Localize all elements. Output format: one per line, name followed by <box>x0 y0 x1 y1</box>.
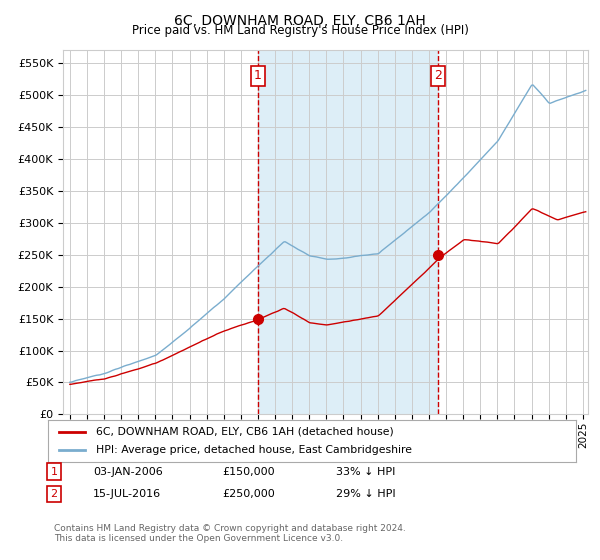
Text: 2: 2 <box>50 489 58 499</box>
Text: £250,000: £250,000 <box>222 489 275 499</box>
Text: 2: 2 <box>434 69 442 82</box>
Text: 1: 1 <box>254 69 262 82</box>
Text: Price paid vs. HM Land Registry's House Price Index (HPI): Price paid vs. HM Land Registry's House … <box>131 24 469 37</box>
Text: Contains HM Land Registry data © Crown copyright and database right 2024.
This d: Contains HM Land Registry data © Crown c… <box>54 524 406 543</box>
Text: 6C, DOWNHAM ROAD, ELY, CB6 1AH: 6C, DOWNHAM ROAD, ELY, CB6 1AH <box>174 14 426 28</box>
Text: 33% ↓ HPI: 33% ↓ HPI <box>336 466 395 477</box>
Text: 15-JUL-2016: 15-JUL-2016 <box>93 489 161 499</box>
Text: 1: 1 <box>50 466 58 477</box>
Text: £150,000: £150,000 <box>222 466 275 477</box>
Text: HPI: Average price, detached house, East Cambridgeshire: HPI: Average price, detached house, East… <box>95 445 412 455</box>
Text: 29% ↓ HPI: 29% ↓ HPI <box>336 489 395 499</box>
Text: 03-JAN-2006: 03-JAN-2006 <box>93 466 163 477</box>
Bar <box>258 50 438 414</box>
Text: 6C, DOWNHAM ROAD, ELY, CB6 1AH (detached house): 6C, DOWNHAM ROAD, ELY, CB6 1AH (detached… <box>95 427 393 437</box>
